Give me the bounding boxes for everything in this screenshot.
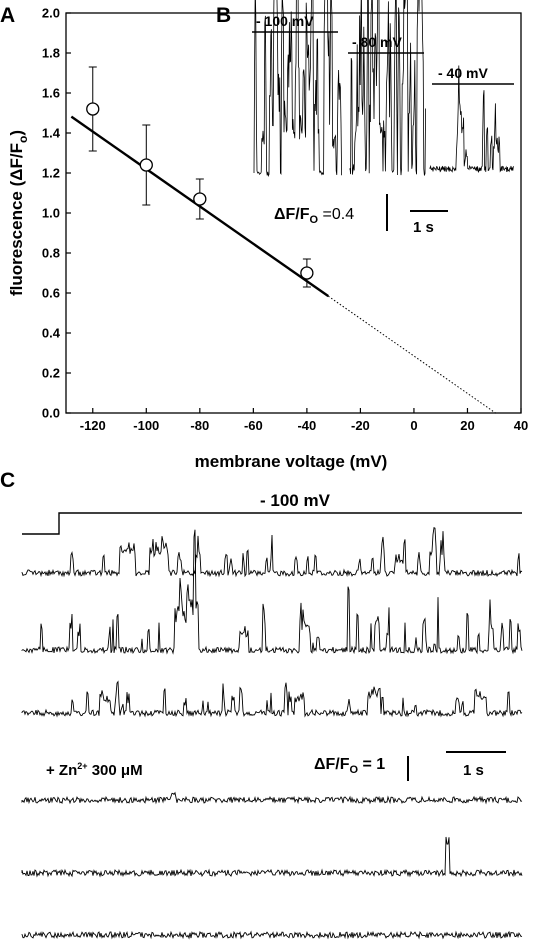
- trace-40mv: [429, 65, 514, 174]
- x-axis-ticks: -120 -100 -80 -60 -40 -20 0 20 40: [80, 408, 528, 433]
- fit-line-extrapolation: [328, 295, 498, 415]
- trace-c-2: [21, 529, 523, 655]
- panel-b-traces: - 100 mV - 80 mV - 40 mV ΔF/FO =0.4 1 s: [252, 0, 514, 236]
- data-point-marker: [193, 192, 207, 206]
- x-tick-label: -100: [133, 418, 159, 433]
- y-tick-label: 0.0: [42, 406, 60, 421]
- time-label-b: 1 s: [413, 219, 434, 236]
- y-tick-label: 1.0: [42, 206, 60, 221]
- panel-b-letter: B: [216, 4, 231, 27]
- time-label-c: 1 s: [463, 762, 484, 779]
- y-tick-label: 1.4: [42, 126, 61, 141]
- voltage-step-protocol: [22, 512, 522, 535]
- y-tick-label: 0.4: [42, 326, 61, 341]
- y-tick-label: 0.2: [42, 366, 60, 381]
- x-axis-label: membrane voltage (mV): [195, 452, 388, 471]
- data-point: [193, 178, 207, 220]
- trace-100mv: [253, 0, 342, 178]
- label-c-voltage: - 100 mV: [260, 491, 331, 510]
- y-tick-label: 1.8: [42, 46, 60, 61]
- data-point-marker: [86, 102, 100, 116]
- y-tick-label: 1.6: [42, 86, 60, 101]
- x-tick-label: 20: [460, 418, 474, 433]
- trace-c-1: [21, 527, 523, 578]
- x-tick-label: 0: [410, 418, 417, 433]
- data-point-marker: [139, 158, 153, 172]
- trace-80mv: [349, 0, 426, 176]
- panel-a-letter: A: [0, 4, 15, 27]
- data-points: [86, 66, 314, 288]
- trace-c-zn-3: [21, 930, 523, 940]
- trace-c-3: [21, 680, 523, 718]
- trace-c-zn-2: [21, 836, 523, 878]
- x-tick-label: -60: [244, 418, 263, 433]
- data-point: [300, 258, 314, 288]
- label-zn: + Zn2+ 300 μM: [46, 761, 143, 779]
- label-100mv: - 100 mV: [256, 13, 314, 29]
- fit-line: [70, 115, 498, 415]
- x-tick-label: -40: [297, 418, 316, 433]
- data-point: [139, 124, 153, 206]
- y-tick-label: 2.0: [42, 6, 60, 21]
- x-tick-label: -80: [190, 418, 209, 433]
- panel-a-chart: 0.00.20.40.60.81.01.21.41.61.82.0 -120 -1…: [7, 6, 528, 472]
- y-tick-label: 0.6: [42, 286, 60, 301]
- y-tick-label: 1.2: [42, 166, 60, 181]
- data-point-marker: [300, 266, 314, 280]
- data-point: [86, 66, 100, 152]
- panel-c-traces: - 100 mV + Zn2+ 300 μM ΔF/FO = 1 1 s: [21, 491, 523, 940]
- x-tick-label: -120: [80, 418, 106, 433]
- trace-c-zn-1: [21, 791, 523, 805]
- scale-label-c: ΔF/FO = 1: [314, 756, 385, 776]
- panel-c-letter: C: [0, 469, 15, 492]
- y-tick-label: 0.8: [42, 246, 60, 261]
- y-axis-ticks: 0.0 0.2 0.4 0.6 0.8 1.0 1.2 1.4 1.6 1.8 2.0: [42, 6, 71, 421]
- y-axis-label: fluorescence (ΔF/Fo): [7, 130, 30, 296]
- label-40mv: - 40 mV: [438, 65, 488, 81]
- x-tick-label: -20: [351, 418, 370, 433]
- x-tick-label: 40: [514, 418, 528, 433]
- scale-label-b: ΔF/FO =0.4: [274, 206, 354, 226]
